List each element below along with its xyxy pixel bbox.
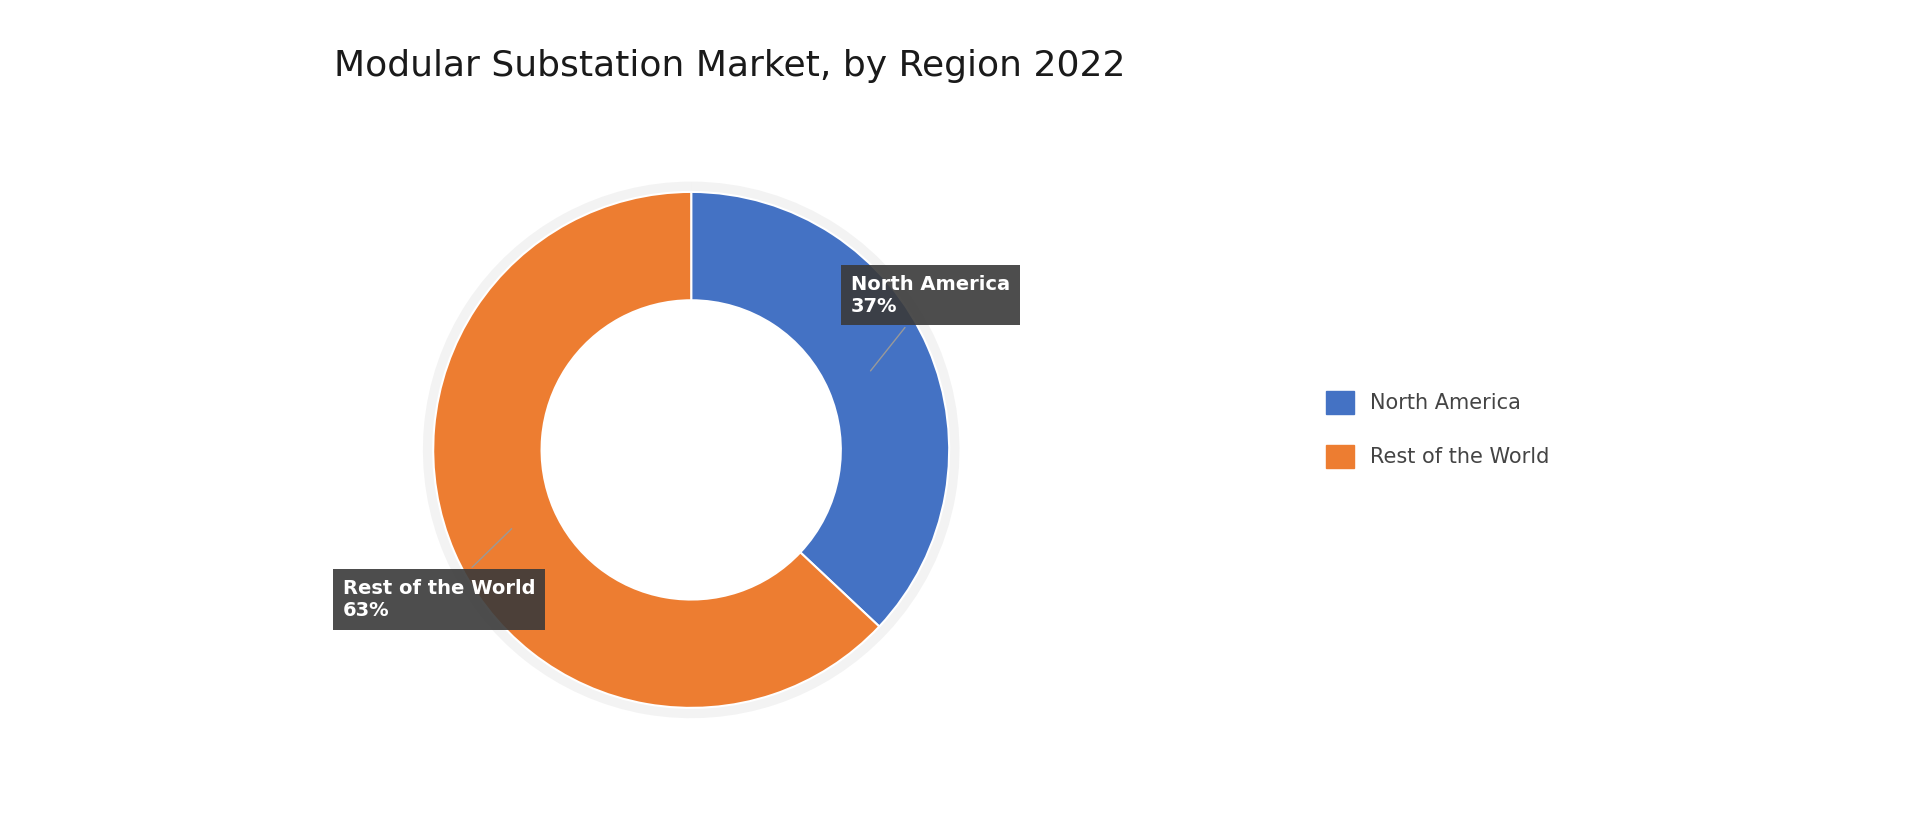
Wedge shape — [434, 192, 879, 708]
Wedge shape — [691, 182, 960, 634]
Text: Rest of the World
63%: Rest of the World 63% — [344, 528, 536, 620]
Legend: North America, Rest of the World: North America, Rest of the World — [1315, 380, 1559, 479]
Text: Modular Substation Market, by Region 2022: Modular Substation Market, by Region 202… — [334, 49, 1125, 83]
Wedge shape — [422, 182, 887, 718]
Wedge shape — [691, 192, 948, 627]
Text: North America
37%: North America 37% — [851, 275, 1010, 371]
